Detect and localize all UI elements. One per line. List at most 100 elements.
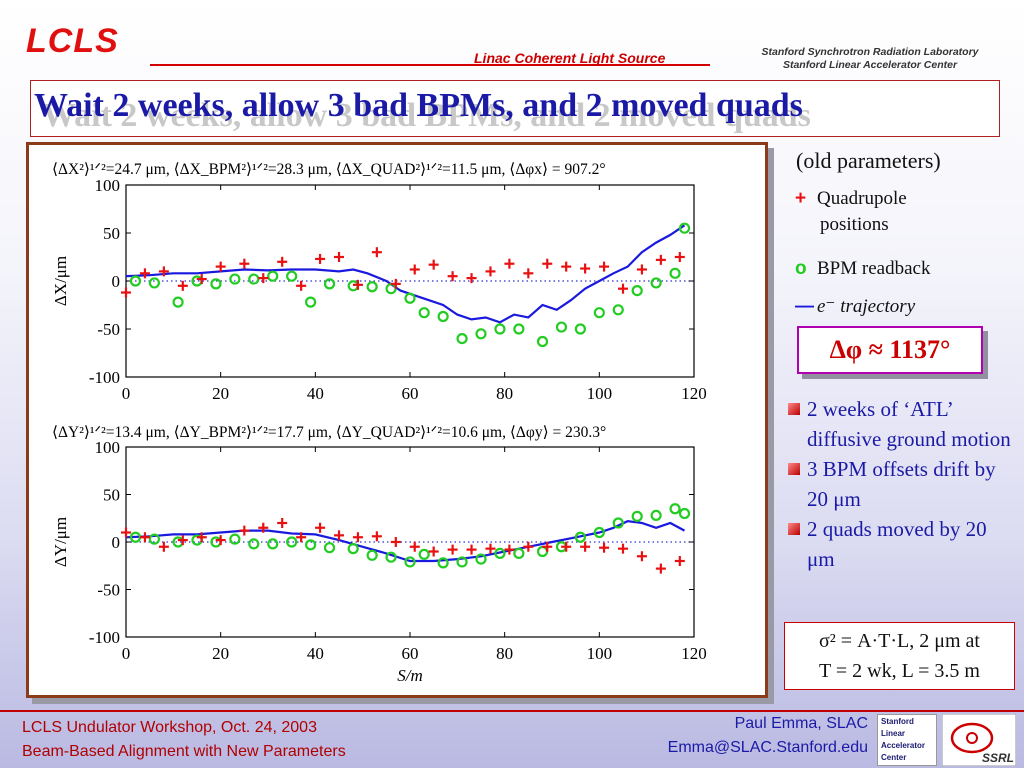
- formula-line-1: σ² = A·T·L, 2 μm at: [819, 630, 980, 652]
- quad-point: [121, 527, 131, 538]
- bpm-point: [418, 307, 430, 319]
- x-tick-label: 0: [122, 644, 131, 663]
- quad-point: [428, 259, 439, 270]
- bpm-point: [305, 296, 317, 308]
- y-tick-label: 50: [103, 486, 120, 505]
- bpm-point: [456, 556, 468, 568]
- footer-author: Paul Emma, SLAC: [734, 715, 868, 732]
- bpm-point: [148, 277, 160, 289]
- bpm-point: [650, 277, 662, 289]
- bpm-point: [129, 275, 142, 287]
- quad-point: [504, 544, 515, 555]
- footer-workshop: LCLS Undulator Workshop, Oct. 24, 2003: [22, 719, 317, 736]
- bpm-point: [385, 551, 397, 563]
- legend-trajectory: — e⁻ trajectory: [795, 295, 915, 318]
- quad-point: [196, 274, 207, 285]
- bpm-point: [305, 539, 317, 551]
- bpm-point: [366, 281, 378, 293]
- legend-trajectory-label: e⁻ trajectory: [817, 296, 916, 317]
- y-tick-label: 0: [112, 272, 121, 291]
- bpm-point: [404, 292, 416, 304]
- quad-point: [409, 541, 420, 552]
- bpm-point: [631, 510, 643, 522]
- quad-point: [371, 531, 382, 542]
- bpm-point: [669, 503, 681, 515]
- quad-point: [139, 268, 150, 279]
- bpm-point: [366, 549, 378, 561]
- quad-point: [542, 258, 553, 269]
- y-tick-label: -50: [97, 320, 120, 339]
- legend-quad-label: Quadrupole: [817, 188, 907, 209]
- quad-point: [215, 261, 226, 272]
- slac-logo: Stanford Linear Accelerator Center: [877, 714, 937, 766]
- slac-logo-line: Linear: [881, 729, 906, 738]
- quad-point: [655, 563, 666, 574]
- ssrl-logo: SSRL: [942, 714, 1016, 766]
- phase-advance-box: Δφ ≈ 1137°: [797, 326, 983, 374]
- x-tick-label: 20: [212, 644, 229, 663]
- bpm-point: [437, 557, 449, 569]
- quad-point: [428, 546, 439, 557]
- bpm-point: [210, 278, 222, 290]
- y-axis-label: ΔX/μm: [51, 256, 70, 306]
- y-tick-label: 100: [95, 438, 121, 457]
- bpm-point: [494, 323, 506, 335]
- formula-box: σ² = A·T·L, 2 μm at T = 2 wk, L = 3.5 m: [784, 622, 1015, 690]
- legend-quad: + Quadrupole: [795, 188, 907, 210]
- quad-point: [580, 541, 591, 552]
- x-tick-label: 100: [587, 644, 613, 663]
- footer-left: LCLS Undulator Workshop, Oct. 24, 2003 B…: [22, 716, 346, 764]
- bpm-point: [513, 547, 525, 560]
- bpm-point: [323, 542, 336, 554]
- bpm-point: [631, 285, 643, 297]
- quad-point: [523, 541, 534, 552]
- legend-quad-line2: positions: [820, 214, 889, 235]
- quad-point: [177, 280, 188, 291]
- quad-point: [277, 256, 288, 267]
- bullet-text: 2 weeks of ‘ATL’ diffusive ground motion: [807, 397, 1011, 451]
- quad-point: [561, 261, 572, 272]
- quad-point: [334, 530, 344, 541]
- bpm-point: [678, 222, 691, 234]
- title-box: [30, 80, 1000, 137]
- quad-point: [580, 263, 591, 274]
- header-institution: Stanford Synchrotron Radiation Laborator…: [740, 46, 1000, 72]
- quad-point: [158, 266, 169, 277]
- circle-icon: o: [795, 258, 807, 279]
- header-subtitle: Linac Coherent Light Source: [474, 50, 666, 66]
- x-tick-label: 120: [681, 384, 707, 403]
- quad-point: [599, 542, 610, 553]
- quad-point: [504, 258, 515, 269]
- legend-title: (old parameters): [796, 148, 941, 173]
- bpm-point: [267, 270, 279, 282]
- bpm-point: [593, 307, 605, 319]
- bpm-point: [148, 533, 160, 545]
- bpm-point: [323, 278, 336, 290]
- bpm-point: [475, 553, 487, 565]
- bpm-point: [494, 547, 506, 560]
- ssrl-logo-text: SSRL: [982, 751, 1014, 765]
- x-tick-label: 100: [587, 384, 613, 403]
- slide-title: Wait 2 weeks, allow 3 bad BPMs, and 2 mo…: [34, 87, 803, 124]
- quad-point: [139, 532, 150, 543]
- bpm-point: [286, 536, 298, 548]
- footer-email: Emma@SLAC.Stanford.edu: [667, 739, 868, 756]
- bpm-point: [267, 538, 279, 550]
- quad-point: [121, 287, 131, 298]
- quad-point: [542, 541, 553, 552]
- legend-bpm: o BPM readback: [795, 258, 930, 280]
- trajectory-line: [125, 224, 686, 324]
- slac-logo-line: Stanford: [881, 717, 914, 726]
- quad-point: [315, 522, 326, 533]
- quad-point: [466, 544, 477, 555]
- quad-point: [352, 532, 363, 543]
- quad-point: [485, 266, 496, 277]
- quad-point: [239, 258, 250, 269]
- bpm-point: [229, 533, 241, 545]
- bpm-point: [612, 517, 624, 529]
- y-axis-label: ΔY/μm: [51, 517, 70, 567]
- quad-point: [447, 544, 458, 555]
- quad-point: [239, 525, 250, 536]
- footer-rule: [0, 710, 1024, 712]
